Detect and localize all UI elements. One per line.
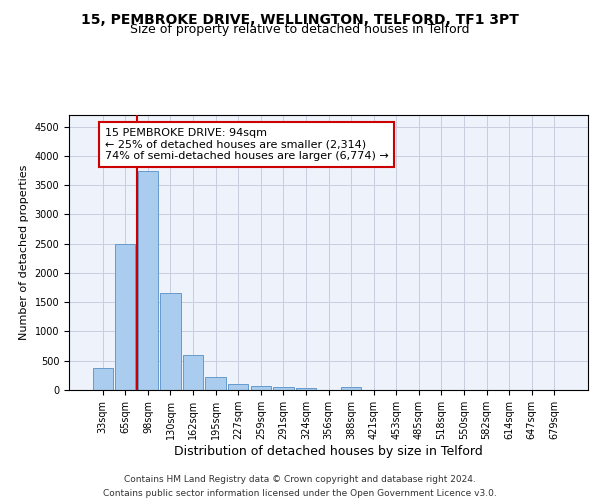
Bar <box>115 244 136 390</box>
Text: 15 PEMBROKE DRIVE: 94sqm
← 25% of detached houses are smaller (2,314)
74% of sem: 15 PEMBROKE DRIVE: 94sqm ← 25% of detach… <box>104 128 388 161</box>
Bar <box>138 170 158 390</box>
Bar <box>341 387 361 390</box>
Bar <box>205 376 226 390</box>
Bar <box>296 388 316 390</box>
Bar <box>228 384 248 390</box>
Bar <box>160 294 181 390</box>
Bar <box>183 356 203 390</box>
Bar <box>251 386 271 390</box>
X-axis label: Distribution of detached houses by size in Telford: Distribution of detached houses by size … <box>174 445 483 458</box>
Y-axis label: Number of detached properties: Number of detached properties <box>19 165 29 340</box>
Text: Size of property relative to detached houses in Telford: Size of property relative to detached ho… <box>130 22 470 36</box>
Text: Contains HM Land Registry data © Crown copyright and database right 2024.
Contai: Contains HM Land Registry data © Crown c… <box>103 476 497 498</box>
Bar <box>273 388 293 390</box>
Text: 15, PEMBROKE DRIVE, WELLINGTON, TELFORD, TF1 3PT: 15, PEMBROKE DRIVE, WELLINGTON, TELFORD,… <box>81 12 519 26</box>
Bar <box>92 368 113 390</box>
